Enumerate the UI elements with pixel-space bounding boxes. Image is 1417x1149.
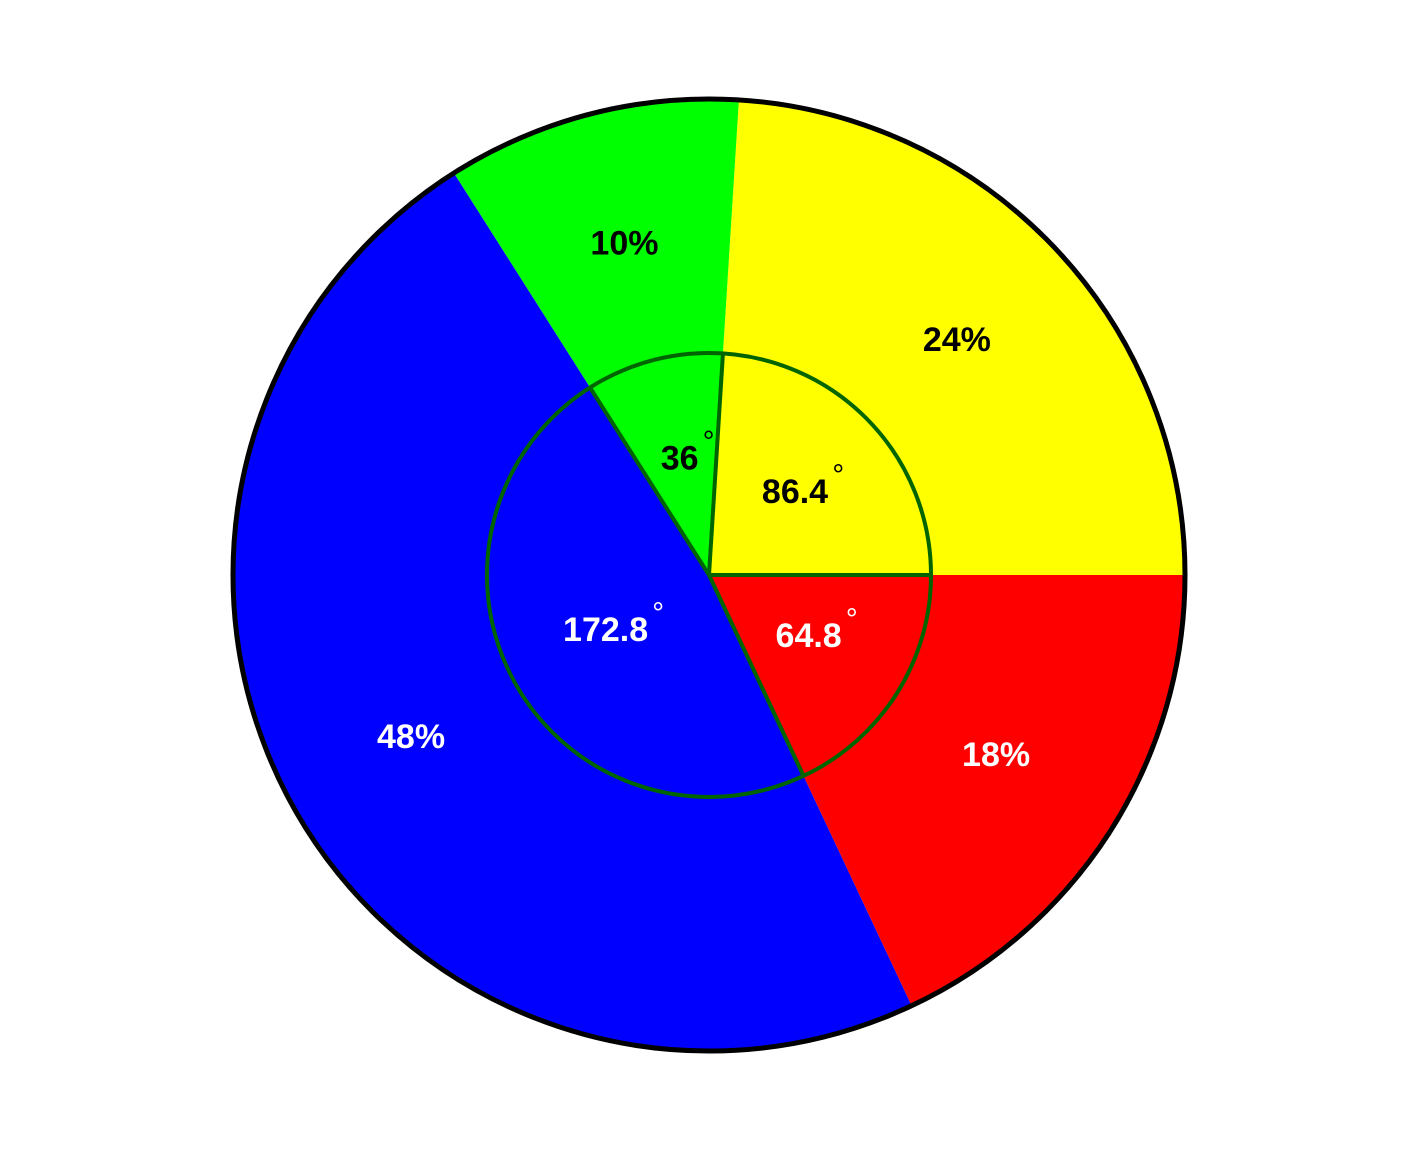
- percent-label: 18%: [962, 736, 1030, 774]
- degree-label: 86.4: [762, 473, 828, 511]
- degree-symbol: °: [652, 597, 664, 630]
- percent-label: 10%: [590, 225, 658, 263]
- inner-radius-line: [588, 386, 711, 577]
- inner-radius-line: [707, 353, 725, 576]
- degree-label: 36: [661, 440, 699, 478]
- degree-symbol: °: [832, 459, 844, 492]
- percent-label: 24%: [923, 321, 991, 359]
- inner-circle: [485, 351, 933, 799]
- inner-degree-circle: [485, 351, 933, 799]
- slice-labels: 24%86.4 °10%36 °48%172.8 °18%64.8 °: [377, 225, 1030, 774]
- degree-symbol: °: [846, 603, 858, 636]
- percent-label: 48%: [377, 718, 445, 756]
- pie-slice-green: [453, 99, 739, 575]
- pie-slice-yellow: [709, 99, 1185, 576]
- degree-label: 172.8: [563, 611, 648, 649]
- degree-symbol: °: [703, 426, 715, 459]
- inner-radius-line: [707, 574, 806, 777]
- pie-slices: [232, 99, 1185, 1052]
- degree-label: 64.8: [776, 617, 842, 655]
- pie-slice-blue: [232, 173, 912, 1052]
- pie-slice-red: [709, 575, 1185, 1006]
- pie-outline: [230, 96, 1188, 1054]
